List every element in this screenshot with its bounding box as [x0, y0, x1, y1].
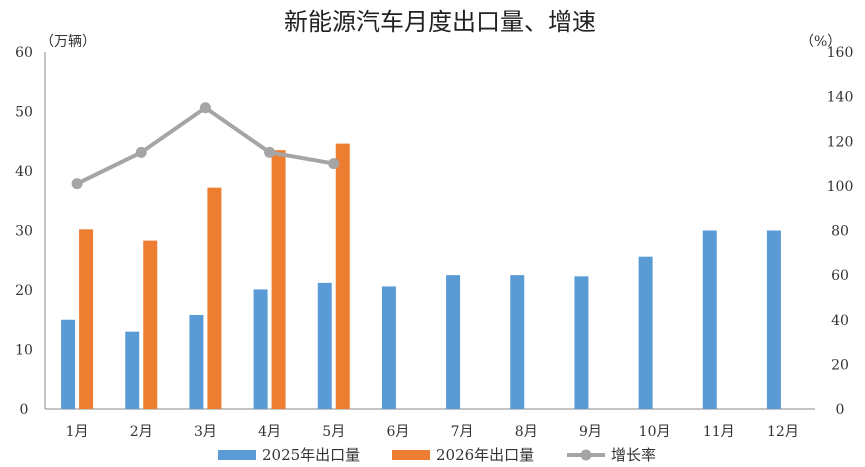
x-tick-label: 10月 [639, 424, 671, 440]
right-tick-label: 20 [831, 357, 849, 373]
x-tick-label: 9月 [579, 424, 602, 440]
left-tick-label: 30 [15, 224, 33, 240]
bar-2025 [61, 319, 76, 409]
x-tick-label: 12月 [767, 424, 799, 440]
right-tick-labels: 0 20 40 60 80 100 120 140 160 [827, 45, 854, 418]
left-tick-label: 20 [15, 283, 33, 299]
x-tick-label: 5月 [322, 424, 345, 440]
bar-2025 [638, 256, 653, 409]
right-tick-label: 160 [827, 45, 854, 61]
left-tick-label: 40 [15, 164, 33, 180]
bar-2025 [253, 289, 268, 409]
x-tick-label: 7月 [451, 424, 474, 440]
growth-line [71, 102, 340, 190]
bar-2025 [574, 276, 589, 409]
legend-swatch [392, 450, 430, 460]
axes [44, 52, 815, 410]
bar-2026 [143, 240, 158, 409]
legend-label: 增长率 [611, 446, 656, 464]
legend-label: 2025年出口量 [262, 446, 360, 464]
legend-marker [580, 449, 592, 461]
bar-2025 [189, 314, 204, 409]
legend-swatch [218, 450, 256, 460]
right-tick-label: 40 [831, 313, 849, 329]
x-tick-label: 1月 [66, 424, 89, 440]
growth-line-path [76, 105, 335, 186]
growth-point [199, 102, 211, 114]
left-tick-label: 0 [20, 402, 29, 418]
bar-2025 [317, 282, 332, 409]
x-tick-labels: 1月 2月 3月 4月 5月 6月 7月 8月 9月 10月 11月 12月 [66, 424, 799, 440]
right-tick-label: 80 [831, 224, 849, 240]
right-tick-label: 120 [827, 134, 854, 150]
bar-2026 [335, 143, 350, 409]
right-tick-label: 140 [827, 90, 854, 106]
left-tick-label: 10 [15, 343, 33, 359]
left-tick-label: 50 [15, 105, 33, 121]
right-tick-label: 100 [827, 179, 854, 195]
legend: 2025年出口量 2026年出口量 增长率 [218, 446, 656, 464]
right-tick-label: 0 [836, 402, 845, 418]
x-tick-label: 8月 [515, 424, 538, 440]
left-axis-unit: （万辆） [40, 34, 96, 50]
bar-2025 [446, 275, 461, 409]
bar-2025 [510, 275, 525, 409]
bar-2025 [381, 286, 396, 409]
left-tick-label: 60 [15, 45, 33, 61]
bars [61, 143, 781, 410]
x-tick-label: 4月 [258, 424, 281, 440]
bar-2026 [207, 187, 222, 409]
right-axis-unit: （%） [800, 34, 841, 50]
x-tick-label: 2月 [130, 424, 153, 440]
bar-2026 [79, 229, 94, 409]
legend-label: 2026年出口量 [436, 446, 534, 464]
growth-point [264, 146, 276, 158]
x-tick-label: 6月 [386, 424, 409, 440]
right-tick-label: 60 [831, 268, 849, 284]
chart-title: 新能源汽车月度出口量、增速 [284, 8, 596, 36]
x-tick-label: 3月 [194, 424, 217, 440]
growth-point [328, 158, 340, 170]
bar-2025 [766, 230, 781, 409]
x-tick-label: 11月 [703, 424, 735, 440]
bar-2025 [702, 230, 717, 409]
bar-2025 [125, 331, 140, 409]
left-tick-labels: 0 10 20 30 40 50 60 [15, 45, 33, 418]
growth-point [135, 146, 147, 158]
bar-2026 [271, 150, 286, 410]
growth-point [71, 178, 83, 190]
